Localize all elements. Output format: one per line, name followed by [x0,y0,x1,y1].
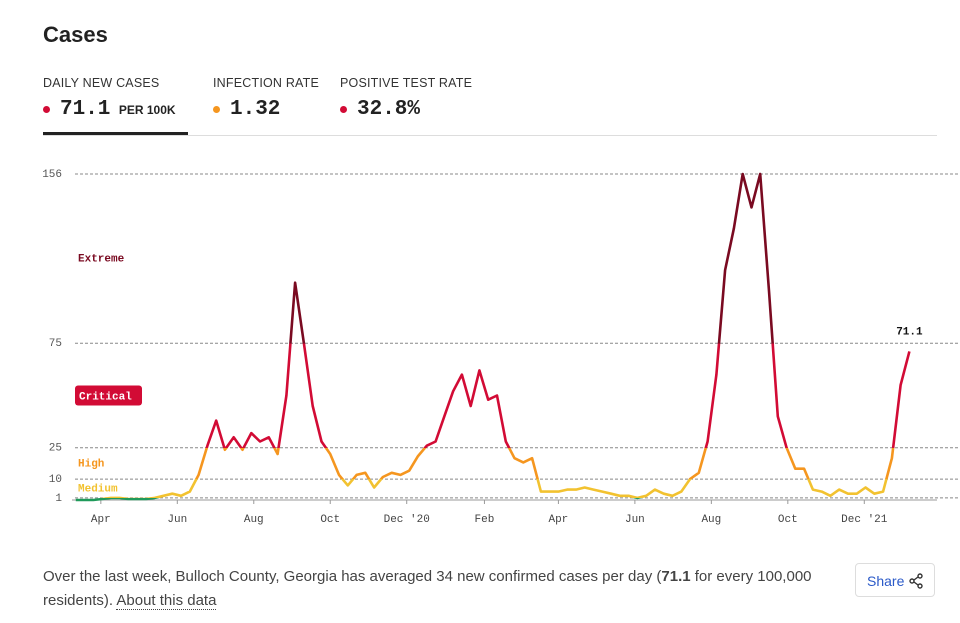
level-badge [75,385,142,406]
dot [213,106,220,114]
y-tick-label: 156 [42,169,62,181]
summary-value: 71.1 [661,568,691,585]
y-tick-label: 10 [49,474,62,486]
dot [43,106,50,114]
y-tick-label: 1 [55,493,62,505]
share-icon [909,573,923,589]
tab-unit: PER 100K [118,103,176,117]
x-tick-label: Oct [778,514,798,526]
x-tick-label: Aug [701,514,721,526]
about-link[interactable]: About this data [116,592,217,610]
x-tick-label: Aug [244,514,264,526]
end-value-label: 71.1 [896,326,923,338]
level-label: Medium [78,483,118,495]
x-tick-label: Apr [548,514,568,526]
tab[interactable]: POSITIVE TEST RATE 32.8% [340,76,472,121]
share-label: Share [867,573,905,589]
line [75,172,911,502]
y-tick-label: 75 [49,338,62,350]
divider [43,135,937,136]
title: Cases [43,22,108,47]
summary-text: Over the last week, Bulloch County, Geor… [43,568,662,585]
tab-underline [43,132,188,135]
x-tick-label: Apr [91,514,111,526]
level-label: Extreme [78,254,125,266]
tab[interactable]: INFECTION RATE 1.32 [213,76,319,121]
summary: Over the last week, Bulloch County, Geor… [43,565,823,613]
x-tick-label: Jun [625,514,645,526]
level-label: Critical [79,391,132,403]
y-tick-label: 25 [49,443,62,455]
summary-text: for every 100,000 residents). [43,568,812,609]
tab-label: DAILY NEW CASES [43,76,160,90]
x-tick-label: Feb [475,514,495,526]
tab[interactable]: DAILY NEW CASES 71.1 PER 100K [43,76,176,121]
share-button[interactable]: Share [855,563,935,597]
x-tick-label: Oct [320,514,340,526]
x-tick-label: Dec '21 [841,514,888,526]
x-tick-label: Jun [167,514,187,526]
x-tick-label: Dec '20 [384,514,430,526]
tab-label: POSITIVE TEST RATE [340,76,473,90]
level-label: High [78,458,104,470]
tab-value: 71.1 [60,98,111,121]
tab-value: 32.8% [357,98,421,121]
tab-label: INFECTION RATE [213,76,320,90]
chart: 1 10 25 75 156 Apr Jun Aug Oct Dec '20 Feb Apr Jun Au… [42,169,960,526]
tab-value: 1.32 [230,98,281,121]
dot [340,106,347,114]
